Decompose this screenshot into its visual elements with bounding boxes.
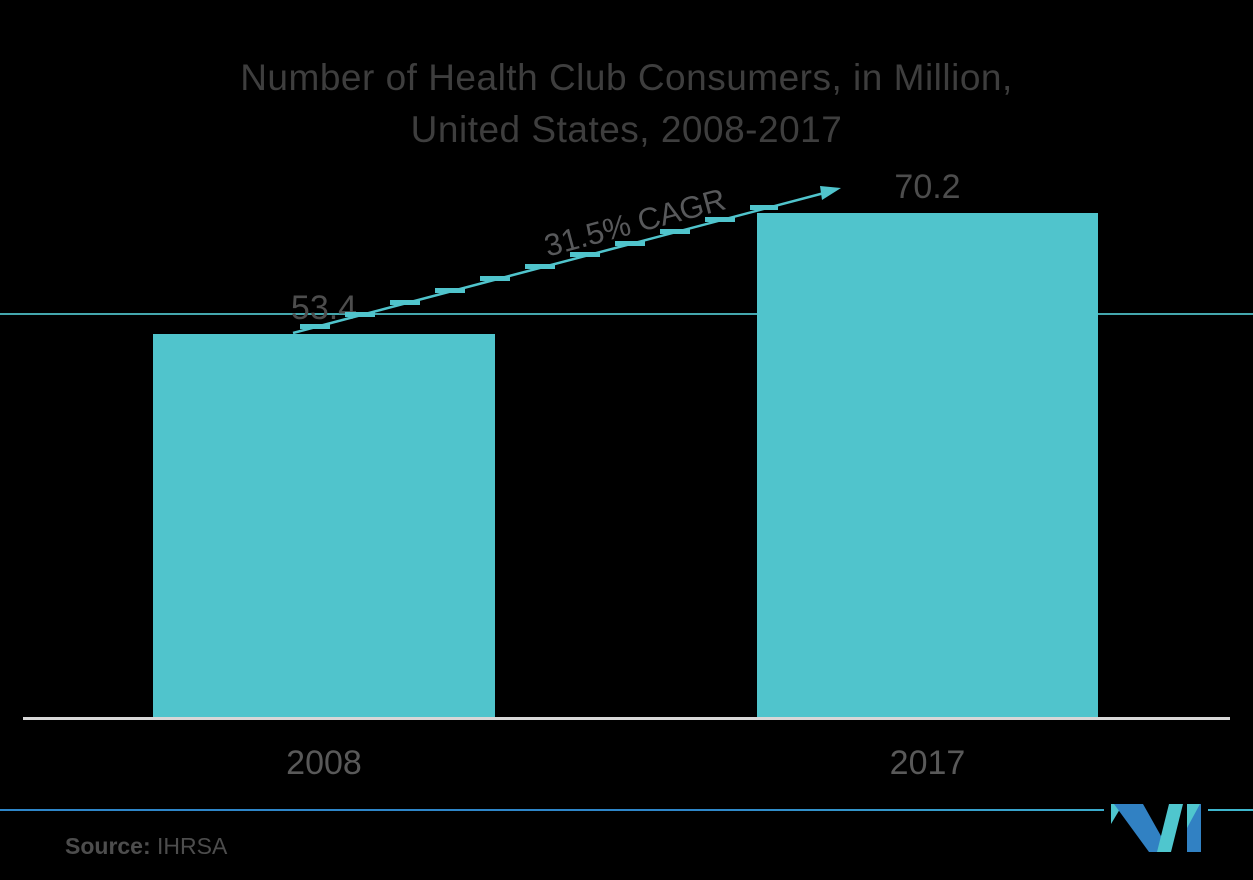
- x-tick-2017: 2017: [889, 744, 966, 782]
- bar-2017: [757, 213, 1098, 718]
- x-tick-2008: 2008: [286, 744, 362, 782]
- source-label: Source:: [65, 833, 151, 859]
- x-axis-line: [23, 717, 1230, 720]
- chart-title: Number of Health Club Consumers, in Mill…: [0, 52, 1253, 156]
- chart-title-line-2: United States, 2008-2017: [410, 109, 843, 150]
- footer-divider-line: [0, 809, 1253, 811]
- value-label-2008: 53.4: [290, 289, 358, 327]
- mordor-m-icon: [1111, 804, 1201, 852]
- source-text: Source: IHRSA: [65, 833, 227, 860]
- chart-title-line-1: Number of Health Club Consumers, in Mill…: [240, 57, 1013, 98]
- value-label-2017: 70.2: [894, 168, 961, 206]
- source-name: IHRSA: [157, 833, 228, 859]
- plot-area: 53.4 70.2: [153, 168, 1098, 718]
- mordor-intelligence-logo: [1104, 798, 1208, 858]
- bar-2008: [153, 334, 495, 718]
